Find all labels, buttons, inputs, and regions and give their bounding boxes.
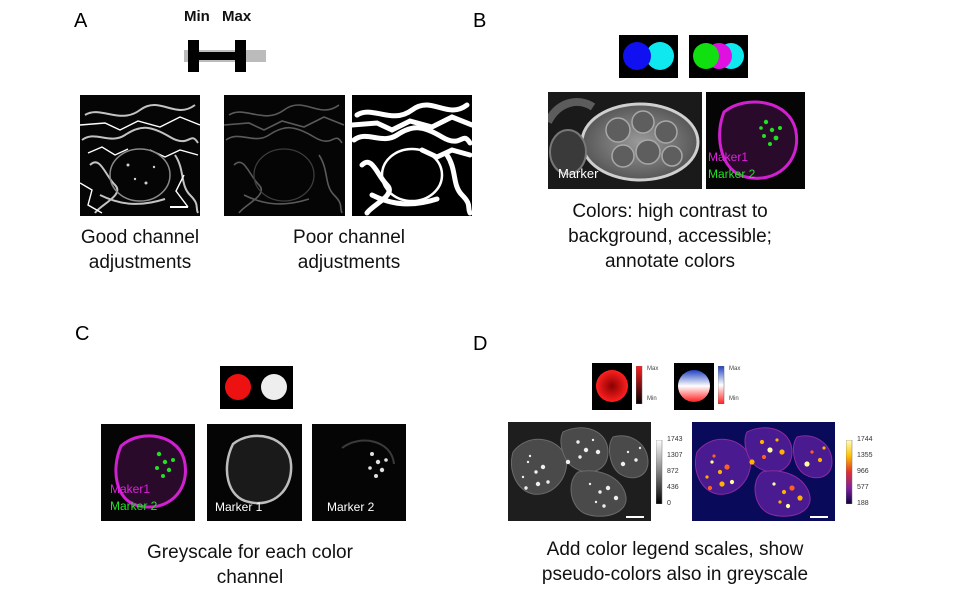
swatch-blue-cyan [619,35,678,78]
greyscale-colorbar-tick: 436 [667,484,679,491]
greyscale-colorbar [656,440,663,504]
fire-colorbar-tick: 966 [857,468,869,475]
merged-color-image-c [101,424,195,521]
caption-greyscale: Greyscale for each color channel [147,542,353,588]
panel-d-letter: D [473,333,488,355]
greyscale-cells-image [508,422,651,521]
marker2-label: Marker 2 [708,167,756,181]
legend-red-circle [592,363,632,410]
legend2-min: Min [729,396,739,402]
poor-adjustment-saturated-image [352,95,472,216]
legend2-max: Max [729,366,741,372]
caption-good-adjustments: Good channel adjustments [80,227,200,273]
greyscale-colorbar-tick: 0 [667,500,671,507]
legend-red-colorbar [636,366,643,404]
legend1-min: Min [647,396,657,402]
marker2-greyscale-image [312,424,406,521]
maker1-label-c: Maker1 [110,482,151,496]
fire-colorbar-tick: 1744 [857,436,873,443]
marker2-label-c: Marker 2 [110,499,158,513]
marker-label: Marker [558,166,599,181]
fire-colorbar-tick: 577 [857,484,869,491]
legend-diverging-circle [674,363,714,410]
caption-color-legend: Add color legend scales, show pseudo-col… [541,539,809,585]
greyscale-colorbar-tick: 872 [667,468,679,475]
panel-c-letter: C [75,323,90,345]
slider-min-label: Min [184,8,210,25]
slider-min-handle [188,40,199,72]
legend-diverging-colorbar [718,366,725,404]
swatch-white [256,366,293,409]
greyscale-colorbar-tick: 1307 [667,452,683,459]
marker1-label: Marker 1 [215,500,263,514]
panel-a-letter: A [74,10,88,32]
greyscale-colorbar-tick: 1743 [667,436,683,443]
poor-adjustment-dark-image [224,95,345,216]
fire-colorbar [846,440,853,504]
panel-b-letter: B [473,10,487,32]
fire-colorbar-tick: 188 [857,500,869,507]
merged-color-image [706,92,805,189]
caption-colors: Colors: high contrast to background, acc… [568,201,772,272]
marker2-label-c2: Marker 2 [327,500,375,514]
marker-greyscale-image [548,92,702,189]
min-max-slider-diagram [184,40,266,72]
maker1-label: Maker1 [708,150,749,164]
slider-max-handle [235,40,246,72]
legend1-max: Max [647,366,659,372]
good-adjustment-image [80,95,200,216]
fire-colorbar-tick: 1355 [857,452,873,459]
fire-lut-cells-image [692,422,835,521]
slider-max-label: Max [222,8,252,25]
scale-bar [170,206,188,208]
marker1-greyscale-image [207,424,302,521]
swatch-green-magenta-cyan [689,35,748,78]
caption-poor-adjustments: Poor channel adjustments [293,227,405,273]
swatch-red [220,366,256,409]
